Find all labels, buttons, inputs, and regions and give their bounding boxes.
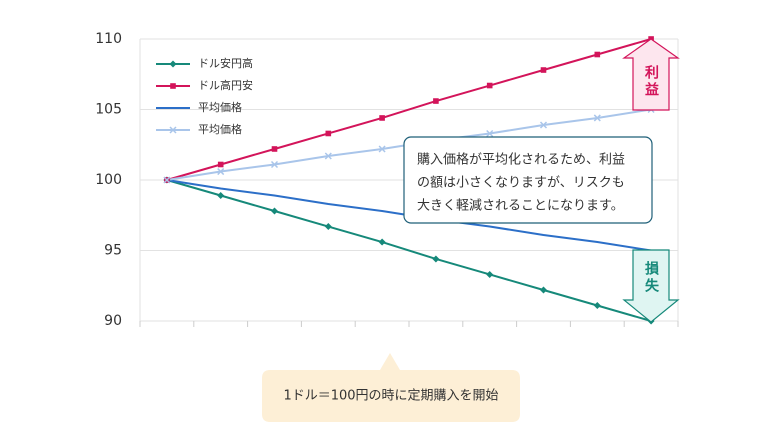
marker <box>594 51 601 58</box>
callout-text: 購入価格が平均化されるため、利益 <box>417 152 625 168</box>
y-tick-label: 95 <box>104 243 122 259</box>
marker <box>163 176 171 184</box>
marker <box>379 115 385 121</box>
start-callout <box>262 353 520 422</box>
marker <box>271 146 278 152</box>
start-text: 1ドル＝100円の時に定期購入を開始 <box>283 389 498 404</box>
series-line <box>166 38 652 181</box>
legend-label: ドル高円安 <box>198 78 253 92</box>
marker <box>270 160 279 169</box>
marker <box>169 60 177 68</box>
marker <box>486 129 494 138</box>
marker <box>593 114 601 122</box>
y-tick-label: 105 <box>95 102 122 118</box>
marker <box>433 98 439 104</box>
marker <box>170 83 176 89</box>
y-tick-label: 110 <box>95 31 122 47</box>
marker <box>324 223 332 231</box>
y-tick-label: 90 <box>104 313 122 329</box>
marker <box>539 121 548 129</box>
marker <box>169 126 177 134</box>
marker <box>324 152 332 160</box>
series-line <box>166 179 652 322</box>
y-tick-label: 100 <box>95 172 122 188</box>
callout-box <box>403 136 653 224</box>
marker <box>540 67 547 73</box>
callout-text: の額は小さくなりますが、リスクも <box>417 176 625 191</box>
marker <box>271 207 278 215</box>
marker <box>325 130 332 137</box>
legend-label: 平均価格 <box>198 122 242 136</box>
marker <box>432 255 440 263</box>
marker <box>593 301 601 309</box>
marker <box>217 192 225 200</box>
marker <box>378 145 386 153</box>
callout-text: 大きく軽減されることになります。 <box>417 198 624 214</box>
marker <box>540 286 547 294</box>
profit-label: 利益 <box>643 64 659 99</box>
loss-label: 損失 <box>643 260 659 295</box>
loss-arrow <box>622 249 680 323</box>
marker <box>486 270 494 278</box>
profit-arrow <box>622 38 680 111</box>
legend-label: ドル安円高 <box>198 56 253 70</box>
marker <box>217 168 225 176</box>
marker <box>486 82 493 89</box>
legend-label: 平均価格 <box>198 100 242 114</box>
marker <box>378 238 386 246</box>
marker <box>217 161 224 168</box>
